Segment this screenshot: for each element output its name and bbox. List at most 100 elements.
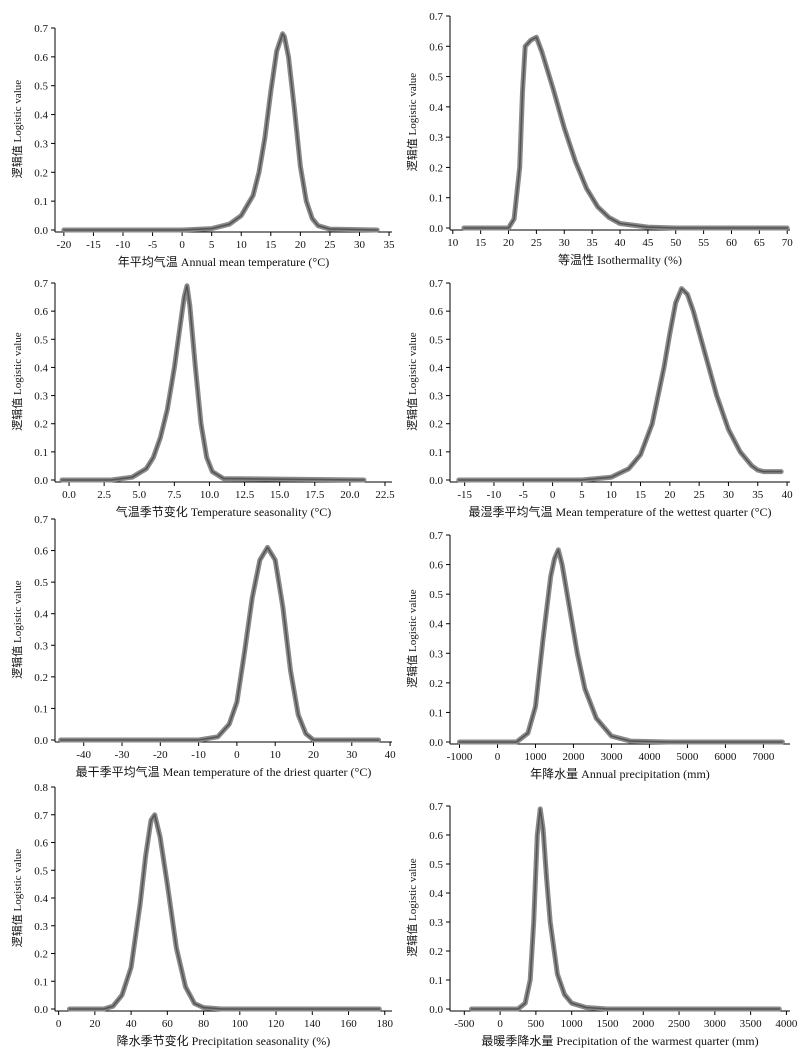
y-tick-label: 0.0 xyxy=(34,225,48,237)
y-tick-label: 0.7 xyxy=(429,278,443,290)
x-tick-label: 5 xyxy=(579,489,585,501)
y-tick-label: 0.0 xyxy=(429,223,443,235)
y-tick-label: 0.4 xyxy=(429,102,443,114)
x-axis-label: 年降水量 Annual precipitation (mm) xyxy=(530,767,710,781)
y-tick-label: 0.6 xyxy=(429,41,443,53)
x-tick-label: 35 xyxy=(384,239,396,251)
x-tick-label: 45 xyxy=(642,237,654,249)
y-tick-label: 0.1 xyxy=(34,196,48,208)
y-tick-label: 0.0 xyxy=(429,1004,443,1016)
x-tick-label: 5.0 xyxy=(132,489,146,501)
x-tick-label: 160 xyxy=(340,1018,357,1030)
x-tick-label: 2000 xyxy=(562,751,585,763)
y-tick-label: 0.1 xyxy=(34,976,48,988)
chart-panel-6: 0.0 0.1 0.2 0.3 0.4 0.5 0.6 0.7 -1000 0 1000 2000 30… xyxy=(405,530,790,781)
x-tick-label: 1000 xyxy=(524,751,547,763)
y-tick-label: 0.0 xyxy=(429,475,443,487)
x-tick-label: 25 xyxy=(531,237,543,249)
response-curve-band xyxy=(469,806,782,1012)
x-tick-label: 35 xyxy=(752,489,764,501)
y-tick-label: 0.6 xyxy=(429,830,443,842)
x-tick-label: 6000 xyxy=(714,751,737,763)
y-tick-label: 0.5 xyxy=(429,589,443,601)
y-tick-label: 0.7 xyxy=(34,278,48,290)
y-axis-label: 逻辑值 Logistic value xyxy=(10,849,24,947)
x-tick-label: 30 xyxy=(723,489,735,501)
x-tick-label: 60 xyxy=(162,1018,174,1030)
response-curve xyxy=(470,808,781,1010)
x-tick-label: -30 xyxy=(115,749,130,761)
x-tick-label: 20 xyxy=(664,489,676,501)
x-tick-label: 30 xyxy=(354,239,366,251)
x-tick-label: 0 xyxy=(550,489,556,501)
y-tick-label: 0.4 xyxy=(34,893,48,905)
y-tick-label: 0.1 xyxy=(429,707,443,719)
y-axis-label: 逻辑值 Logistic value xyxy=(405,73,419,171)
y-tick-label: 0.2 xyxy=(34,419,48,431)
y-tick-label: 0.1 xyxy=(429,975,443,987)
x-axis-label: 气温季节变化 Temperature seasonality (°C) xyxy=(116,504,332,519)
chart-panel-2: 0.0 0.1 0.2 0.3 0.4 0.5 0.6 0.7 10 15 20 25 30 35 40 45… xyxy=(405,11,793,267)
y-tick-label: 0.2 xyxy=(429,946,443,958)
x-tick-label: 80 xyxy=(198,1018,210,1030)
y-tick-label: 0.4 xyxy=(34,362,48,374)
y-tick-label: 0.5 xyxy=(34,577,48,589)
response-curve-band xyxy=(461,34,790,231)
x-tick-label: 140 xyxy=(304,1018,321,1030)
y-axis-label: 逻辑值 Logistic value xyxy=(10,80,24,178)
response-curve xyxy=(68,814,381,1010)
response-curve-band xyxy=(457,547,785,745)
x-tick-label: 180 xyxy=(377,1018,394,1030)
x-axis-label: 降水季节变化 Precipitation seasonality (%) xyxy=(117,1033,331,1048)
x-tick-label: 20 xyxy=(295,239,307,251)
y-tick-label: 0.6 xyxy=(34,838,48,850)
response-curve xyxy=(458,287,782,481)
x-tick-label: 0 xyxy=(234,749,240,761)
x-tick-label: -15 xyxy=(86,239,101,251)
y-tick-label: 0.5 xyxy=(429,859,443,871)
x-tick-label: 0 xyxy=(495,751,501,763)
y-tick-label: 0.0 xyxy=(34,1004,48,1016)
y-tick-label: 0.0 xyxy=(34,475,48,487)
x-tick-label: 0 xyxy=(179,239,185,251)
x-tick-label: 15 xyxy=(635,489,647,501)
x-tick-label: -10 xyxy=(487,489,502,501)
x-tick-label: -1000 xyxy=(447,751,473,763)
x-tick-label: 1500 xyxy=(596,1018,619,1030)
x-tick-label: 100 xyxy=(232,1018,249,1030)
y-tick-label: 0.7 xyxy=(34,23,48,35)
response-curve xyxy=(63,33,378,231)
x-tick-label: 20.0 xyxy=(340,489,360,501)
y-tick-label: 0.2 xyxy=(429,678,443,690)
y-tick-label: 0.2 xyxy=(34,949,48,961)
x-tick-label: 10 xyxy=(236,239,248,251)
x-tick-label: -40 xyxy=(76,749,91,761)
x-tick-label: 55 xyxy=(698,237,710,249)
y-tick-label: 0.7 xyxy=(34,810,48,822)
y-axis-label: 逻辑值 Logistic value xyxy=(405,858,419,956)
chart-panel-1: 0.0 0.1 0.2 0.3 0.4 0.5 0.6 0.7 -20 -15 -10 -5 0 5 10 1… xyxy=(10,23,395,269)
y-tick-label: 0.5 xyxy=(429,334,443,346)
x-tick-label: 4000 xyxy=(638,751,661,763)
chart-panel-7: 0.0 0.1 0.2 0.3 0.4 0.5 0.6 0.7 0.8 0 20 40 60 80 100 1… xyxy=(10,782,394,1048)
y-axis-label: 逻辑值 Logistic value xyxy=(10,580,24,678)
x-tick-label: 22.5 xyxy=(375,489,395,501)
x-tick-label: 3000 xyxy=(600,751,623,763)
y-tick-label: 0.3 xyxy=(34,640,48,652)
x-tick-label: -10 xyxy=(191,749,206,761)
x-tick-label: 5 xyxy=(209,239,215,251)
x-tick-label: 15.0 xyxy=(270,489,290,501)
y-tick-label: 0.4 xyxy=(34,609,48,621)
response-curve-band xyxy=(456,286,784,483)
x-tick-label: 3000 xyxy=(704,1018,727,1030)
x-tick-label: -20 xyxy=(57,239,72,251)
y-tick-label: 0.1 xyxy=(429,193,443,205)
y-tick-label: 0.3 xyxy=(429,648,443,660)
x-tick-label: 0.0 xyxy=(62,489,76,501)
x-tick-label: 25 xyxy=(324,239,336,251)
y-tick-label: 0.7 xyxy=(34,514,48,526)
y-tick-label: 0.3 xyxy=(34,921,48,933)
x-tick-label: 50 xyxy=(670,237,682,249)
y-tick-label: 0.6 xyxy=(34,52,48,64)
